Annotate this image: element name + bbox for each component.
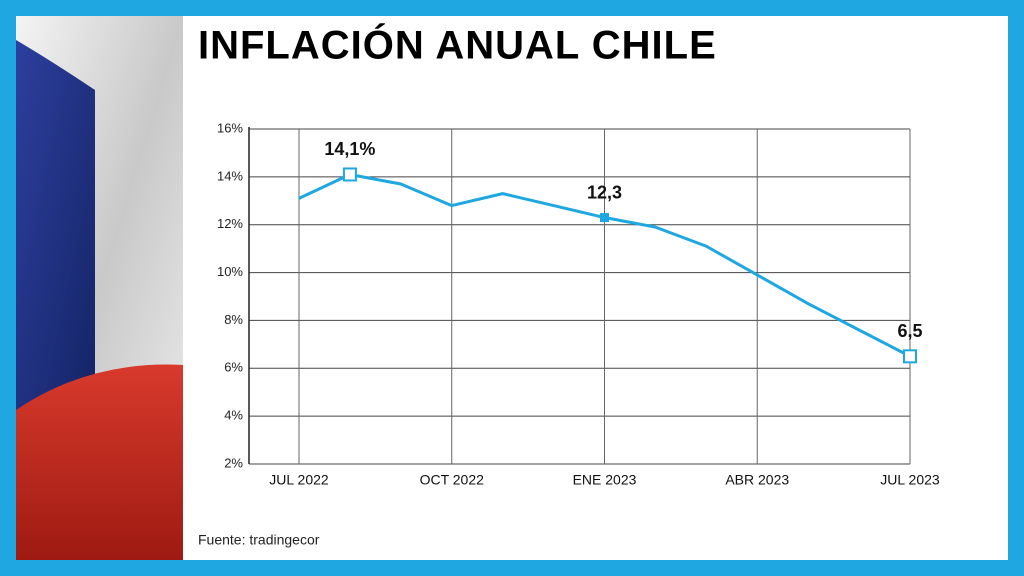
x-tick-label: JUL 2022 [269,472,329,488]
y-tick-label: 6% [224,360,243,375]
value-label: 12,3 [587,182,622,202]
value-label: 6,5 [897,321,922,341]
y-tick-label: 8% [224,312,243,327]
y-tick-label: 4% [224,408,243,423]
marker [342,167,357,182]
y-tick-label: 10% [217,264,243,279]
marker [903,349,917,364]
value-label: 14,1% [324,139,375,159]
y-tick-label: 14% [217,168,243,183]
x-tick-label: ENE 2023 [573,472,637,488]
y-tick-label: 2% [224,455,243,470]
x-tick-label: ABR 2023 [725,472,789,488]
y-tick-label: 12% [217,216,243,231]
x-tick-label: OCT 2022 [420,472,485,488]
y-tick-label: 16% [217,120,243,135]
marker [600,213,609,223]
source: Fuente: tradingecor [198,532,320,548]
chart-title: INFLACIÓN ANUAL CHILE [198,22,717,68]
flag [16,16,183,560]
x-tick-label: JUL 2023 [880,472,940,488]
